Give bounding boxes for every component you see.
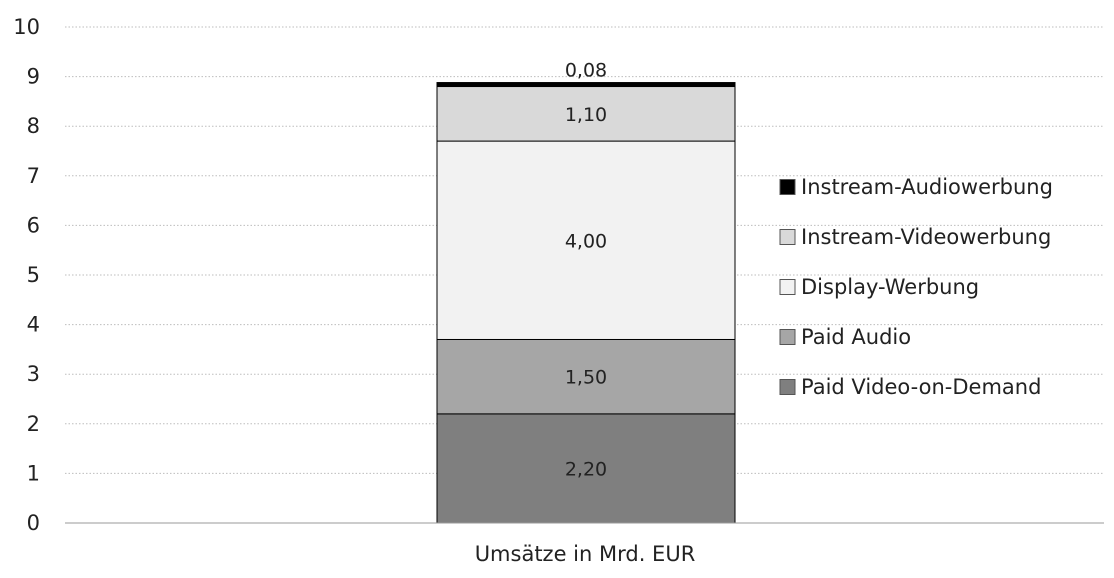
legend-item: Display-Werbung (779, 275, 979, 299)
y-tick-label: 0 (27, 511, 40, 535)
data-label: 4,00 (565, 230, 607, 252)
data-labels: 2,20 1,50 4,00 1,10 0,08 (565, 60, 607, 481)
y-tick-label: 7 (27, 164, 40, 188)
bar-stack (436, 82, 736, 524)
legend-swatch (779, 329, 796, 345)
legend-label: Display-Werbung (801, 275, 979, 299)
y-axis-ticks: 0 1 2 3 4 5 6 7 8 9 10 (13, 15, 40, 535)
x-axis-category-label: Umsätze in Mrd. EUR (475, 542, 696, 566)
y-tick-label: 6 (27, 213, 40, 237)
legend-label: Instream-Videowerbung (801, 225, 1051, 249)
legend-item: Paid Video-on-Demand (779, 375, 1041, 399)
y-tick-label: 5 (27, 263, 40, 287)
legend-label: Instream-Audiowerbung (801, 175, 1053, 199)
legend-item: Instream-Videowerbung (779, 225, 1051, 249)
legend-swatch (779, 379, 796, 395)
y-tick-label: 10 (13, 15, 40, 39)
legend-label: Paid Video-on-Demand (801, 375, 1041, 399)
legend-item: Instream-Audiowerbung (779, 175, 1053, 199)
y-tick-label: 4 (27, 313, 40, 337)
y-tick-label: 8 (27, 114, 40, 138)
legend-swatch (779, 229, 796, 245)
bar-segment-paid-audio (436, 338, 736, 415)
y-tick-label: 9 (27, 65, 40, 89)
bar-segment-instream-videowerbung (436, 86, 736, 142)
legend-item: Paid Audio (779, 325, 911, 349)
bar-segment-paid-video-on-demand (436, 413, 736, 524)
y-tick-label: 3 (27, 362, 40, 386)
y-tick-label: 1 (27, 461, 40, 485)
legend: Instream-Audiowerbung Instream-Videowerbu… (779, 175, 1053, 399)
bar-segment-instream-audiowerbung (436, 82, 736, 88)
bar-segment-display-werbung (436, 140, 736, 340)
data-label: 0,08 (565, 60, 607, 82)
legend-swatch (779, 179, 796, 195)
legend-label: Paid Audio (801, 325, 911, 349)
data-label: 1,10 (565, 104, 607, 126)
data-label: 2,20 (565, 458, 607, 480)
legend-swatch (779, 279, 796, 295)
data-label: 1,50 (565, 367, 607, 389)
y-tick-label: 2 (27, 412, 40, 436)
